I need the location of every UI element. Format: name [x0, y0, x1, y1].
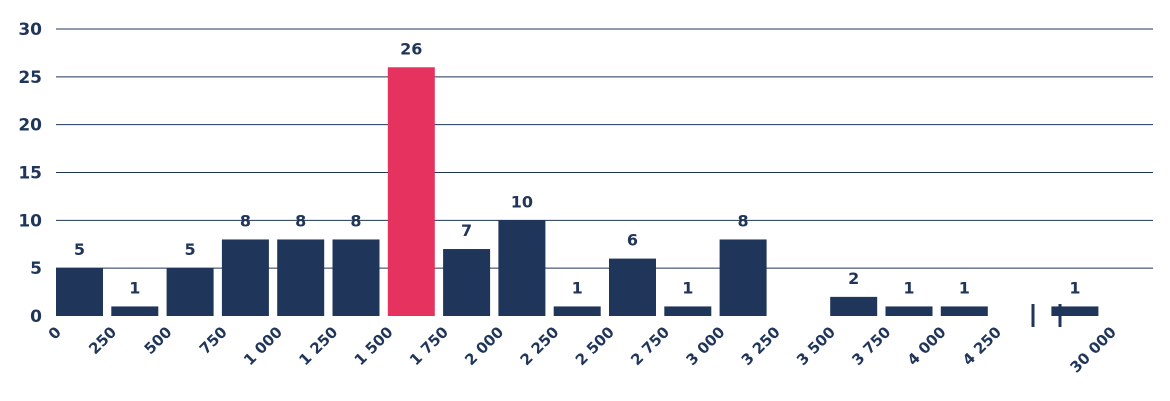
bar: [387, 67, 435, 317]
x-tick-label: 2 000: [461, 323, 507, 369]
data-label: 5: [185, 240, 196, 259]
x-tick-label: 0: [45, 323, 65, 343]
x-tick-label: 3 750: [848, 323, 894, 369]
bar: [498, 220, 546, 316]
bar: [553, 306, 601, 316]
axis-break-tick: [1031, 304, 1035, 327]
data-label: 5: [74, 240, 85, 259]
bar: [277, 239, 325, 316]
data-label: 1: [129, 278, 140, 297]
data-label: 1: [959, 278, 970, 297]
x-tick-label: 3 250: [738, 323, 784, 369]
bar: [1051, 306, 1099, 316]
x-tick-label: 1 250: [295, 323, 341, 369]
bar: [664, 306, 712, 316]
bar: [56, 268, 103, 316]
data-label: 1: [1069, 278, 1080, 297]
data-label: 10: [511, 192, 533, 211]
x-tick-label: 1 000: [240, 323, 286, 369]
x-tick-label: 2 250: [517, 323, 563, 369]
data-label: 1: [572, 278, 583, 297]
axis-break-marker: [1031, 304, 1062, 327]
bar: [166, 268, 214, 316]
data-labels: 5 1 5 8 8 8 26 7 10 1 6 1 8 2 1 1 1: [74, 39, 1081, 297]
data-label: 8: [738, 211, 749, 230]
y-axis-tick-labels: 0 5 10 15 20 25 30: [18, 20, 42, 327]
y-tick-label: 25: [18, 68, 42, 88]
data-label: 26: [400, 39, 422, 58]
x-tick-label: 2 750: [627, 323, 673, 369]
x-tick-label: 4 250: [959, 323, 1005, 369]
y-tick-label: 30: [18, 20, 42, 40]
x-tick-label: 250: [85, 323, 120, 358]
data-label: 7: [461, 221, 472, 240]
y-tick-label: 15: [18, 164, 42, 184]
x-tick-label: 2 500: [572, 323, 618, 369]
bar: [332, 239, 380, 316]
y-tick-label: 20: [18, 116, 42, 136]
bar: [885, 306, 933, 316]
data-label: 1: [903, 278, 914, 297]
x-tick-label: 3 500: [793, 323, 839, 369]
bar: [443, 249, 491, 316]
bars: [56, 67, 1099, 317]
x-tick-label: 1 750: [406, 323, 452, 369]
x-axis-tick-labels: 0 250 500 750 1 000 1 250 1 500 1 750 2 000 2 250…: [45, 323, 1120, 376]
x-tick-label: 750: [196, 323, 231, 358]
bar: [830, 296, 878, 316]
data-label: 8: [350, 211, 361, 230]
bar: [221, 239, 269, 316]
x-tick-label: 30 000: [1066, 323, 1119, 376]
data-label: 8: [240, 211, 251, 230]
bar: [609, 258, 656, 316]
y-tick-label: 10: [18, 211, 42, 231]
data-label: 1: [682, 278, 693, 297]
y-tick-label: 0: [30, 307, 42, 327]
y-tick-label: 5: [30, 259, 42, 279]
bar: [719, 239, 767, 316]
bar: [111, 306, 159, 316]
gridlines: [56, 28, 1153, 269]
x-tick-label: 1 500: [351, 323, 397, 369]
x-tick-label: 4 000: [904, 323, 950, 369]
axis-break-tick: [1058, 304, 1062, 327]
data-label: 6: [627, 231, 638, 250]
x-tick-label: 500: [141, 323, 176, 358]
bar: [940, 306, 988, 316]
data-label: 8: [295, 211, 306, 230]
data-label: 2: [848, 269, 859, 288]
x-tick-label: 3 000: [682, 323, 728, 369]
